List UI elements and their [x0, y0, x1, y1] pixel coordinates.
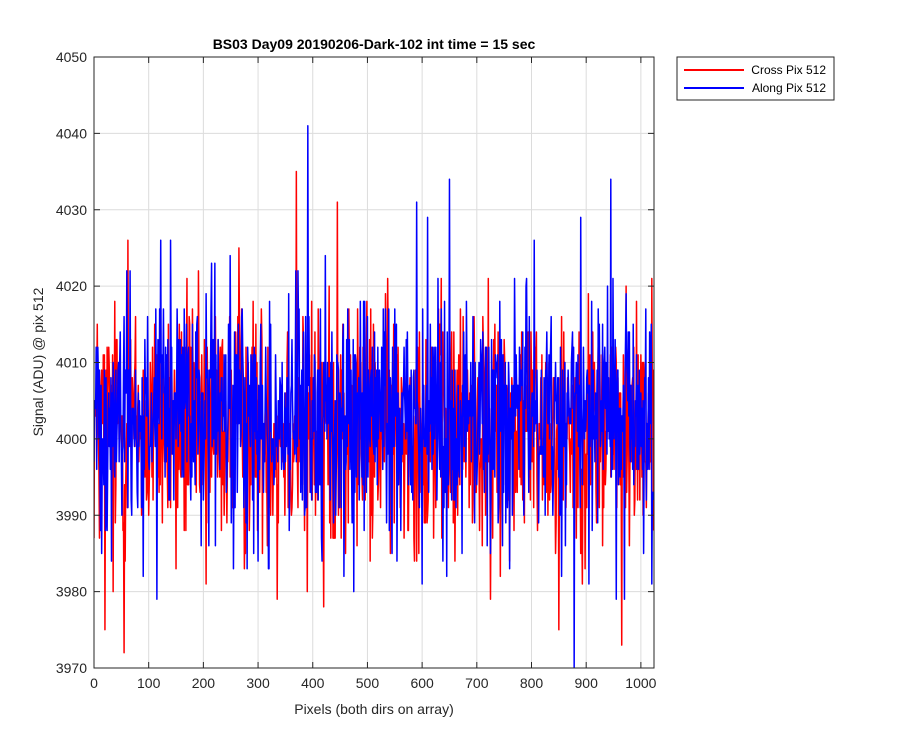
y-tick-label: 3980: [56, 584, 87, 600]
x-tick-label: 400: [301, 675, 325, 691]
y-tick-label: 3970: [56, 660, 87, 676]
y-tick-label: 4010: [56, 355, 87, 371]
series-line-along: [94, 124, 654, 668]
y-tick-label: 4030: [56, 202, 87, 218]
x-tick-label: 0: [90, 675, 98, 691]
y-tick-label: 4020: [56, 278, 87, 294]
y-tick-label: 4050: [56, 49, 87, 65]
x-tick-label: 100: [137, 675, 161, 691]
chart-title: BS03 Day09 20190206-Dark-102 int time = …: [213, 36, 536, 52]
legend-box: [676, 56, 835, 101]
y-axis-label: Signal (ADU) @ pix 512: [30, 287, 46, 436]
legend: Cross Pix 512 Along Pix 512: [676, 56, 835, 101]
y-tick-label: 3990: [56, 507, 87, 523]
y-tick-label: 4040: [56, 125, 87, 141]
x-tick-label: 700: [465, 675, 489, 691]
x-tick-label: 800: [520, 675, 544, 691]
legend-label-along: Along Pix 512: [752, 81, 826, 95]
series-layer: [94, 124, 654, 668]
x-tick-label: 1000: [625, 675, 656, 691]
x-axis-label: Pixels (both dirs on array): [294, 701, 454, 717]
y-tick-label: 4000: [56, 431, 87, 447]
tick-labels: 0 100 200 300 400 500 600 700 800 900 1000 3970 3980…: [56, 49, 657, 691]
x-tick-label: 600: [410, 675, 434, 691]
legend-label-cross: Cross Pix 512: [751, 63, 826, 77]
x-tick-label: 200: [192, 675, 216, 691]
ticks: [93, 56, 654, 669]
x-tick-label: 500: [356, 675, 380, 691]
x-tick-label: 900: [575, 675, 599, 691]
x-tick-label: 300: [246, 675, 270, 691]
